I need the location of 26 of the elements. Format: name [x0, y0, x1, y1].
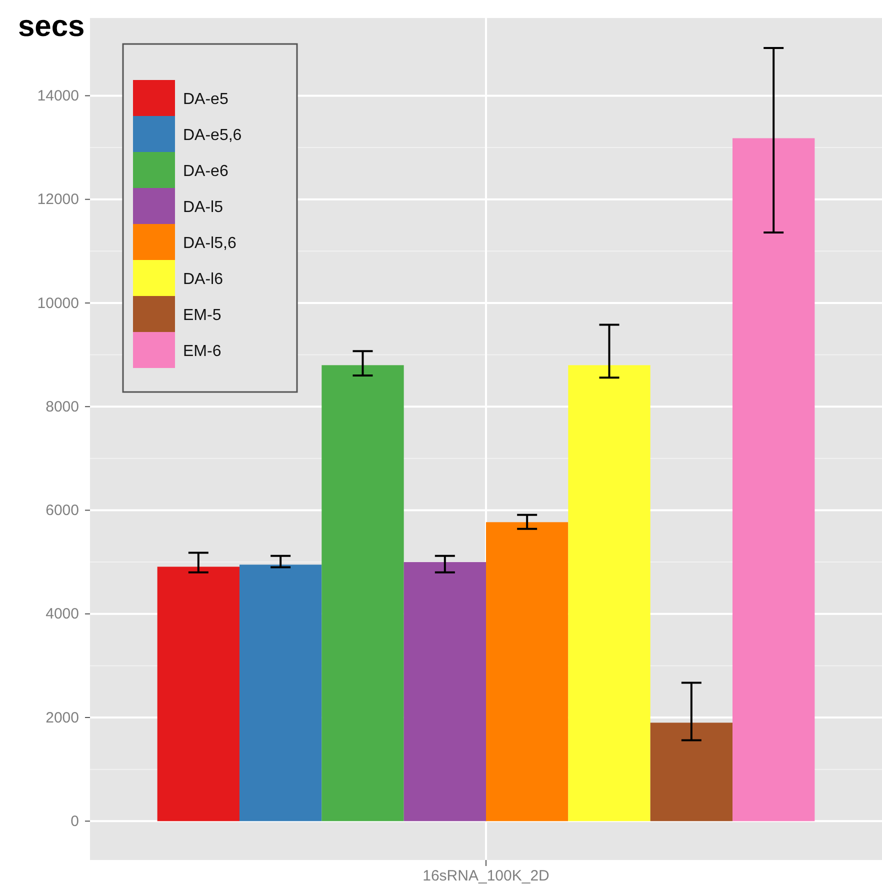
- y-tick-label: 12000: [37, 191, 79, 208]
- x-tick-label: 16sRNA_100K_2D: [422, 868, 550, 885]
- y-tick-label: 2000: [46, 709, 79, 726]
- bar: [486, 522, 568, 822]
- legend-label: DA-l5: [183, 199, 224, 216]
- legend-label: DA-l5,6: [183, 235, 236, 252]
- y-tick-label: 14000: [37, 88, 79, 105]
- bar: [650, 722, 733, 822]
- legend-label: DA-e5,6: [183, 127, 242, 144]
- y-tick-label: 0: [70, 812, 79, 830]
- y-tick-label: 10000: [37, 294, 79, 312]
- bar: [239, 564, 322, 822]
- legend-label: DA-e5: [183, 91, 228, 108]
- bar: [732, 138, 815, 822]
- y-tick-label: 8000: [46, 398, 79, 416]
- bar: [568, 365, 650, 822]
- legend-label: EM-6: [183, 343, 222, 360]
- bar: [322, 365, 404, 822]
- legend-label: DA-l6: [183, 271, 224, 288]
- y-axis-title: secs: [18, 10, 85, 43]
- legend-label: EM-5: [183, 307, 222, 324]
- y-tick-label: 6000: [46, 502, 79, 520]
- y-tick-label: 4000: [46, 606, 79, 623]
- bar: [157, 566, 240, 822]
- bar: [404, 562, 486, 822]
- legend-label: DA-e6: [183, 163, 228, 180]
